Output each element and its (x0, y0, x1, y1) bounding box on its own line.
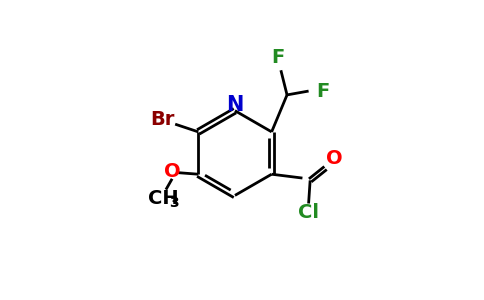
Text: 3: 3 (169, 196, 179, 210)
Text: Br: Br (151, 110, 175, 129)
Text: O: O (164, 162, 181, 182)
Text: F: F (316, 82, 329, 100)
Text: O: O (327, 149, 343, 168)
Text: N: N (227, 94, 243, 115)
Text: CH: CH (148, 189, 178, 208)
Text: Cl: Cl (298, 203, 319, 222)
Text: F: F (271, 48, 285, 68)
